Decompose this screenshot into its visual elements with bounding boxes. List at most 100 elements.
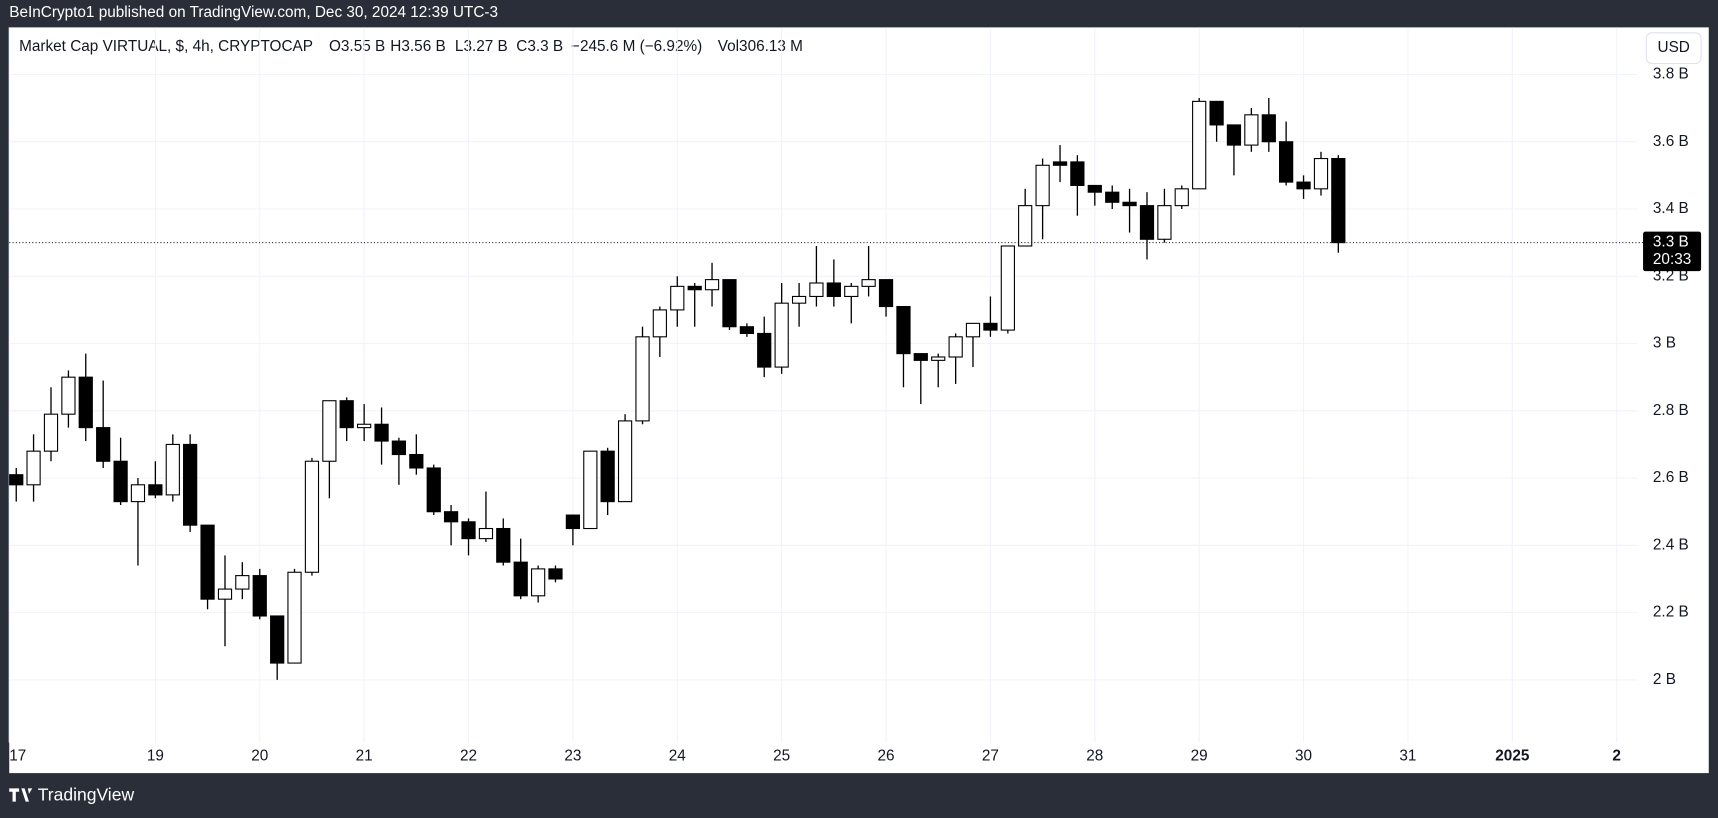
x-tick-label: 31	[1399, 748, 1416, 765]
x-tick-label: 21	[356, 748, 373, 765]
y-tick-label: 2.4 B	[1653, 536, 1689, 553]
candle-body	[304, 460, 320, 573]
candle-body	[635, 336, 650, 422]
candle-body	[722, 279, 737, 328]
candle-body	[1035, 164, 1050, 207]
candle-body	[113, 460, 128, 503]
candle-body	[1122, 201, 1137, 207]
candle-body	[1000, 245, 1015, 331]
legend-value: O3.55 B	[329, 38, 385, 55]
candle-body	[1313, 158, 1329, 190]
candle-body	[913, 353, 928, 361]
y-tick-label: 3.8 B	[1653, 66, 1689, 83]
currency-button[interactable]	[1645, 32, 1702, 65]
candle-body	[61, 376, 76, 415]
candle-body	[931, 356, 946, 361]
x-tick-label: 29	[1191, 748, 1208, 765]
candle-body	[78, 376, 93, 429]
candle-body	[896, 305, 911, 355]
x-tick-label: 17	[9, 748, 26, 765]
x-tick-label: 28	[1086, 748, 1103, 765]
y-tick-label: 3.6 B	[1653, 133, 1689, 150]
candle-body	[513, 561, 528, 597]
x-tick-label: 22	[460, 748, 477, 765]
publisher: BeInCrypto1 published on TradingView.com…	[9, 4, 498, 21]
legend-value: Vol306.13 M	[718, 38, 803, 55]
brand-logo	[9, 788, 33, 802]
brand: TradingView	[9, 785, 134, 805]
x-tick-label: 19	[147, 748, 164, 765]
candle-body	[443, 511, 459, 523]
candle-body	[600, 450, 615, 503]
candle-body	[739, 326, 755, 334]
candle-body	[1105, 191, 1120, 203]
last-price-label: 3.3 B	[1653, 234, 1689, 251]
candle-body	[1052, 161, 1068, 166]
candle-body	[670, 285, 685, 311]
currency-label[interactable]: USD	[1658, 39, 1690, 56]
candle-body	[1157, 205, 1172, 240]
candle-body	[183, 443, 198, 526]
candles	[9, 98, 1346, 680]
brand-name: TradingView	[38, 785, 135, 805]
candle-body	[617, 420, 633, 503]
candle-body	[252, 575, 267, 617]
countdown-label: 20:33	[1653, 251, 1691, 268]
candle-body	[478, 527, 494, 540]
candle-body	[965, 322, 981, 338]
candle-body	[426, 467, 441, 513]
candle-body	[687, 285, 702, 291]
candle-body	[287, 571, 302, 664]
candle-body	[1070, 161, 1085, 187]
y-tick-label: 3.4 B	[1653, 200, 1689, 217]
candle-body	[461, 521, 476, 540]
candle-body	[652, 309, 667, 338]
candle-body	[374, 423, 389, 442]
candle-body	[357, 423, 372, 429]
candle-body	[1174, 188, 1189, 207]
candle-body	[1279, 141, 1294, 183]
candle-body	[1139, 205, 1155, 240]
y-tick-label: 2.2 B	[1653, 604, 1689, 621]
x-tick-label: 23	[564, 748, 581, 765]
y-tick-label: 2 B	[1653, 671, 1676, 688]
candle-body	[583, 450, 598, 530]
candle-body	[217, 588, 233, 600]
candle-body	[1192, 100, 1207, 190]
candle-body	[200, 524, 215, 600]
candle-body	[270, 615, 285, 664]
candle-body	[391, 440, 407, 456]
legend-value: C3.3 B	[516, 38, 563, 55]
y-tick-label: 2.8 B	[1653, 402, 1689, 419]
candle-body	[26, 450, 41, 486]
candle-body	[565, 514, 581, 530]
x-tick-label: 27	[982, 748, 999, 765]
candle-body	[148, 484, 163, 496]
candle-body	[548, 568, 563, 580]
candle-body	[1331, 158, 1346, 244]
candle-body	[1296, 181, 1311, 190]
candle-body	[1018, 205, 1033, 247]
candle-body	[531, 568, 546, 597]
candle-body	[826, 282, 841, 297]
chart-panel	[9, 27, 1709, 774]
x-tick-label: 30	[1295, 748, 1312, 765]
x-tick-label: 26	[878, 748, 895, 765]
candle-body	[1226, 124, 1242, 146]
legend-value: −245.6 M (−6.92%)	[571, 38, 702, 55]
candle-body	[130, 484, 146, 503]
candle-body	[774, 302, 789, 368]
candle-body	[878, 279, 894, 308]
candle-body	[96, 427, 111, 462]
candle-body	[1209, 100, 1224, 126]
candle-body	[1244, 114, 1259, 146]
legend-value: H3.56 B	[390, 38, 445, 55]
x-tick-label: 24	[669, 748, 687, 765]
candle-body	[409, 453, 424, 469]
x-tick-label: 2025	[1495, 748, 1530, 765]
y-tick-label: 2.6 B	[1653, 469, 1689, 486]
candle-body	[809, 282, 824, 297]
y-tick-label: 3.2 B	[1653, 267, 1689, 284]
